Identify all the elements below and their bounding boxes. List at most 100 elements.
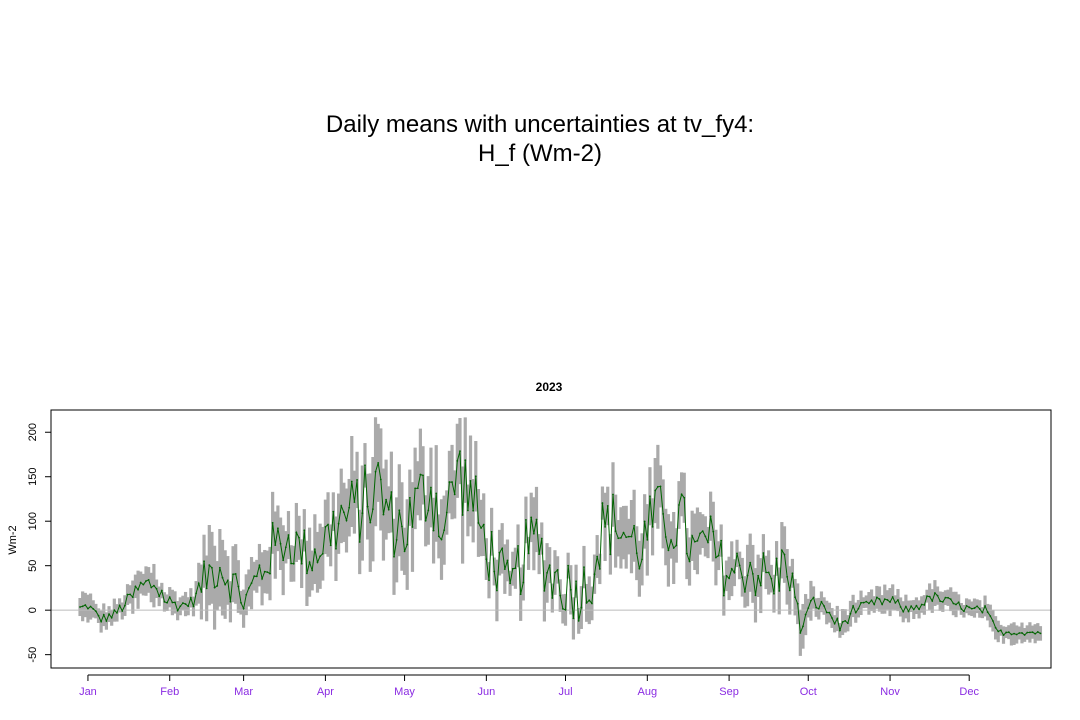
x-tick-label: Feb: [160, 686, 179, 698]
daily-mean-point: [464, 459, 467, 462]
daily-mean-point: [936, 594, 939, 597]
daily-mean-point: [873, 603, 876, 606]
daily-mean-point: [1039, 632, 1042, 635]
daily-mean-point: [393, 555, 395, 558]
daily-mean-point: [261, 577, 263, 580]
daily-mean-point: [804, 613, 807, 616]
daily-mean-point: [237, 585, 240, 588]
daily-mean-point: [174, 601, 176, 604]
daily-mean-point: [445, 511, 448, 514]
daily-mean-point: [627, 535, 630, 538]
daily-mean-point: [839, 629, 841, 632]
daily-mean-point: [841, 621, 844, 623]
daily-mean-point: [145, 580, 147, 582]
daily-mean-point: [738, 564, 741, 567]
daily-mean-point: [1007, 631, 1010, 634]
daily-mean-point: [139, 581, 142, 584]
daily-mean-point: [218, 566, 221, 569]
daily-mean-point: [548, 564, 551, 567]
daily-mean-point: [912, 608, 915, 611]
daily-mean-point: [435, 492, 438, 495]
daily-mean-point: [221, 576, 224, 579]
daily-mean-point: [81, 605, 84, 608]
daily-mean-point: [406, 543, 409, 546]
y-tick-label: 150: [27, 468, 39, 486]
daily-mean-point: [622, 531, 625, 534]
y-tick-label: -50: [27, 647, 39, 663]
daily-mean-point: [704, 535, 707, 538]
x-axis: Jan Feb Mar Apr May Jun Jul Aug Sep Oct Nov Dec: [79, 674, 979, 698]
daily-mean-point: [356, 479, 358, 481]
daily-mean-point: [812, 596, 815, 599]
daily-mean-point: [614, 530, 617, 533]
daily-mean-point: [572, 617, 575, 620]
daily-mean-point: [292, 562, 295, 565]
daily-mean-point: [361, 512, 364, 514]
daily-mean-point: [809, 599, 812, 602]
daily-mean-point: [754, 594, 757, 597]
daily-mean-point: [765, 571, 767, 574]
daily-mean-point: [89, 605, 92, 608]
daily-mean-point: [282, 559, 285, 562]
daily-mean-point: [517, 544, 519, 547]
daily-mean-point: [416, 487, 419, 490]
daily-mean-point: [807, 607, 810, 610]
daily-mean-point: [601, 502, 604, 504]
daily-mean-point: [656, 485, 659, 488]
daily-mean-point: [802, 625, 804, 628]
daily-mean-point: [672, 547, 675, 549]
daily-mean-point: [474, 475, 477, 478]
daily-mean-point: [846, 622, 849, 625]
daily-mean-point: [617, 537, 620, 540]
daily-mean-point: [707, 541, 709, 544]
daily-mean-point: [94, 610, 97, 613]
daily-mean-point: [649, 495, 651, 498]
daily-mean-point: [646, 538, 649, 541]
daily-mean-point: [546, 572, 548, 574]
daily-mean-point: [1013, 632, 1015, 635]
daily-mean-point: [371, 508, 374, 511]
daily-mean-point: [348, 506, 351, 509]
daily-mean-point: [437, 535, 440, 538]
daily-mean-point: [986, 611, 989, 614]
daily-mean-point: [976, 605, 979, 608]
daily-mean-point: [786, 575, 789, 578]
plot-frame: [50, 409, 1052, 669]
daily-mean-point: [680, 493, 683, 496]
daily-mean-point: [569, 588, 572, 591]
daily-mean-point: [379, 478, 382, 481]
daily-mean-point: [295, 531, 298, 534]
daily-mean-point: [432, 529, 435, 532]
daily-mean-point: [551, 597, 554, 599]
daily-mean-point: [685, 552, 688, 555]
daily-mean-point: [577, 620, 580, 622]
daily-mean-point: [941, 601, 944, 603]
daily-mean-point: [583, 566, 585, 569]
daily-mean-point: [501, 547, 504, 550]
daily-mean-point: [722, 594, 725, 597]
daily-mean-point: [503, 568, 506, 571]
daily-mean-point: [203, 560, 205, 563]
x-tick-label: Mar: [234, 686, 253, 698]
daily-mean-point: [868, 602, 870, 605]
daily-mean-point: [783, 553, 786, 556]
chart-subtitle: 2023: [536, 380, 563, 394]
daily-mean-point: [833, 622, 836, 625]
daily-mean-point: [131, 596, 134, 599]
daily-mean-point: [179, 605, 182, 608]
daily-mean-point: [113, 609, 116, 612]
daily-mean-point: [226, 579, 229, 582]
daily-mean-point: [401, 525, 403, 528]
daily-mean-point: [944, 596, 947, 599]
daily-mean-point: [875, 596, 878, 599]
daily-mean-point: [443, 529, 446, 532]
daily-mean-point: [189, 596, 192, 599]
daily-mean-point: [271, 521, 274, 524]
daily-mean-point: [920, 603, 923, 606]
daily-mean-point: [224, 583, 227, 586]
daily-mean-point: [662, 512, 665, 515]
daily-mean-point: [358, 541, 361, 543]
daily-mean-point: [284, 546, 287, 549]
daily-mean-point: [717, 554, 720, 557]
